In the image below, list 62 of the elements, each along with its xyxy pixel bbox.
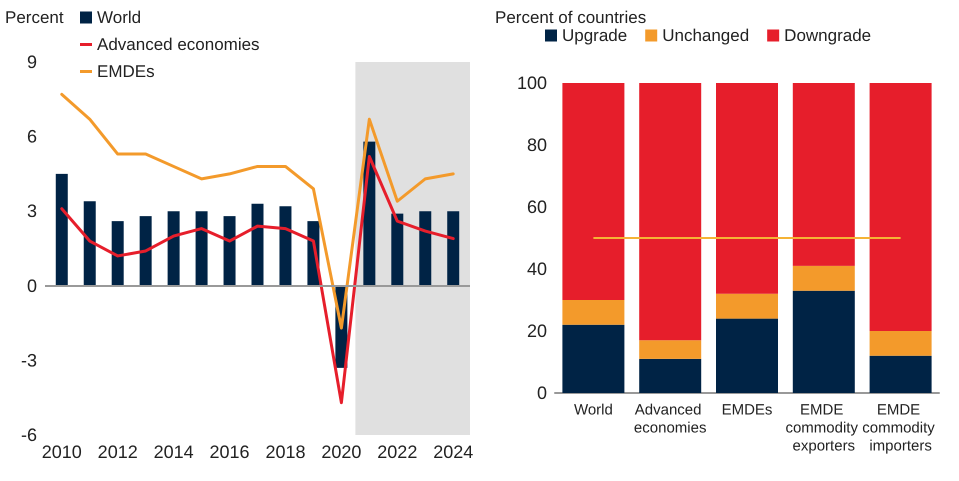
bar: [639, 83, 702, 340]
x-tick-label: EMDE commodity importers: [862, 402, 939, 454]
y-tick-label: 20: [526, 321, 547, 341]
bar: [252, 204, 264, 286]
y-axis-title: Percent: [5, 8, 64, 27]
y-tick-label: -3: [20, 350, 37, 370]
y-tick-label: 40: [526, 259, 547, 279]
y-axis-title: Percent of countries: [495, 8, 646, 27]
y-tick-label: 9: [26, 52, 37, 72]
bar: [639, 340, 702, 359]
y-tick-label: 3: [26, 201, 37, 222]
y-tick-label: 6: [26, 126, 37, 147]
bar: [870, 356, 932, 393]
bar: [56, 174, 68, 286]
bar: [168, 211, 180, 286]
x-tick-label: 2024: [433, 442, 474, 462]
bar: [792, 83, 855, 266]
bar: [279, 206, 292, 286]
legend-label: Advanced economies: [97, 35, 260, 54]
x-tick-label: EMDEs: [722, 402, 772, 418]
y-tick-label: -6: [20, 425, 37, 445]
bar: [84, 201, 96, 286]
legend-label: Downgrade: [784, 26, 872, 45]
bar: [112, 221, 124, 286]
bar: [562, 300, 624, 325]
bar: [716, 83, 778, 294]
line-series: [60, 92, 455, 330]
x-tick-label: EMDE commodity exporters: [785, 402, 862, 454]
x-tick-label: 2014: [154, 442, 194, 462]
bar: [140, 216, 152, 286]
legend-label: World: [97, 8, 142, 27]
bar: [224, 216, 236, 286]
bar: [870, 83, 932, 331]
bar: [792, 266, 855, 291]
line-series: [60, 154, 455, 404]
bar: [716, 294, 778, 319]
bar: [870, 331, 932, 356]
legend-label: Upgrade: [562, 26, 628, 45]
y-tick-label: 100: [516, 73, 547, 93]
x-tick-label: 2020: [321, 442, 362, 462]
bar: [419, 211, 432, 286]
x-tick-label: 2016: [210, 442, 250, 462]
bar: [562, 83, 624, 300]
bar: [447, 211, 460, 286]
y-tick-label: 0: [26, 276, 37, 296]
bar: [792, 290, 855, 393]
legend-label: Unchanged: [662, 26, 750, 45]
y-tick-label: 0: [536, 383, 547, 403]
x-tick-label: Advanced economies: [634, 402, 706, 436]
bar: [562, 324, 624, 393]
y-tick-label: 80: [526, 135, 547, 155]
bar: [639, 358, 702, 393]
bar: [716, 318, 778, 393]
bar: [391, 214, 404, 286]
y-tick-label: 60: [526, 197, 547, 217]
legend-label: EMDEs: [97, 62, 155, 81]
x-tick-label: 2022: [377, 442, 418, 462]
x-tick-label: 2010: [42, 442, 82, 462]
x-tick-label: 2012: [98, 442, 138, 462]
x-tick-label: World: [574, 402, 613, 418]
x-tick-label: 2018: [265, 442, 306, 462]
bar: [196, 211, 208, 286]
